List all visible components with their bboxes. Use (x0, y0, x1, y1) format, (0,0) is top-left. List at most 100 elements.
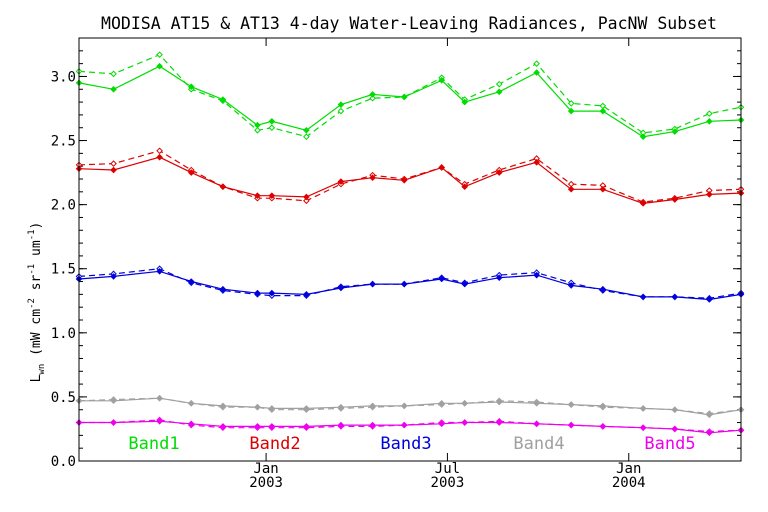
chart-title: MODISA AT15 & AT13 4-day Water-Leaving R… (101, 14, 717, 33)
band3-at15-point (671, 293, 679, 301)
band1-at15-point (337, 101, 345, 108)
legend-label-band3: Band3 (380, 434, 431, 454)
y-tick-label: 2.0 (51, 198, 76, 214)
legend-label-band1: Band1 (128, 434, 179, 454)
y-tick-label: 0.0 (51, 454, 76, 470)
band1-at15-line (78, 65, 742, 138)
band1-at15-point (567, 107, 575, 115)
band5-at15-point (110, 419, 117, 426)
band1-at15-point (254, 121, 261, 129)
y-tick-label: 1.5 (51, 262, 76, 278)
band2-at15-point (268, 192, 276, 199)
band4-at15-point (400, 402, 408, 410)
band1-at15-point (268, 118, 276, 125)
band5-at13-line (79, 419, 742, 433)
y-axis-label-subscript: wn (37, 364, 47, 375)
band5-at15-point (706, 429, 713, 437)
x-tick-label-year: 2003 (431, 475, 465, 491)
band5-at15-point (533, 420, 540, 428)
x-tick-label-month: Jul (435, 461, 460, 477)
band4-at15-point (461, 400, 468, 407)
band3-at15-point (303, 291, 310, 298)
band1-at13-point (268, 124, 276, 132)
band5-at15-point (156, 417, 163, 425)
y-axis-label-um: um (29, 240, 44, 264)
band1-at13-point (156, 51, 163, 58)
band1-at15-point (533, 69, 540, 76)
band4-at15-point (254, 403, 261, 411)
band2-at15-point (461, 183, 468, 190)
band4-at15-point (639, 405, 647, 412)
y-tick-label: 0.5 (51, 390, 76, 406)
band3-at15-point (337, 284, 345, 292)
band1-at15-point (639, 133, 647, 141)
band5-at15-point (461, 419, 468, 426)
band3-at15-point (187, 278, 195, 285)
band1-at13-line (78, 53, 742, 138)
band1-at13-point (254, 126, 261, 134)
band3-at15-point (156, 267, 163, 275)
band3-at15-point (461, 280, 468, 288)
plot-frame (78, 37, 742, 462)
band1-at15-point (706, 118, 713, 125)
band1-at13-point (567, 100, 575, 107)
band4-at15-point (268, 405, 276, 412)
band4-at15-point (567, 401, 575, 408)
x-tick-label-year: 2004 (612, 475, 646, 491)
legend-label-band5: Band5 (644, 434, 695, 454)
band1-at15-point (495, 88, 503, 96)
band1-at15-point (438, 76, 445, 84)
band2-at15-point (438, 164, 445, 171)
legend-label-band2: Band2 (249, 434, 300, 454)
band5-at15-point (671, 425, 679, 433)
band5-at15-point (639, 424, 647, 431)
band5-at15-point (219, 423, 227, 430)
band1-at15-point (110, 85, 117, 93)
x-tick-label-month: Jan (253, 461, 278, 477)
band4-at15-point (369, 402, 376, 410)
band4-at15-point (671, 406, 679, 414)
band2-at15-point (219, 183, 227, 190)
band1-at15-point (400, 93, 408, 101)
band4-at15-point (110, 397, 117, 405)
band3-at15-point (219, 285, 227, 293)
band3-at15-point (254, 289, 261, 297)
band1-at15-point (187, 83, 195, 91)
band5-at15-point (303, 423, 310, 430)
band1-at15-point (671, 128, 679, 135)
band4-at15-point (337, 403, 345, 411)
band5-at15-point (438, 420, 445, 428)
band5-at15-point (400, 421, 408, 429)
band1-at13-point (337, 107, 345, 115)
band1-at15-point (156, 62, 163, 70)
band3-at15-point (110, 273, 117, 280)
band2-at15-line (78, 156, 742, 205)
y-axis-label-symbol: L (29, 374, 44, 382)
y-axis-label: Lwn (mW cm-2 sr-1 um-1) (27, 222, 47, 383)
band1-at13-point (110, 70, 117, 78)
band3-at15-point (533, 271, 540, 279)
band5-at15-point (567, 421, 575, 429)
band2-at13-point (303, 197, 310, 205)
band1-at13-point (303, 133, 310, 141)
band2-at15-point (369, 174, 376, 182)
y-tick-label: 2.5 (51, 134, 76, 150)
band2-at15-point (706, 191, 713, 198)
band1-at13-point (533, 60, 540, 67)
y-axis-label-exp1: -2 (27, 298, 37, 309)
band4-at15-point (219, 402, 227, 410)
band2-at15-point (533, 159, 540, 166)
band1-at15-point (303, 126, 310, 134)
band1-at15-point (599, 107, 607, 115)
legend-label-band4: Band4 (513, 434, 564, 454)
x-tick-label-year: 2003 (249, 475, 283, 491)
band2-at15-point (495, 169, 503, 176)
band4-at15-point (438, 400, 445, 407)
band2-at13-point (110, 160, 117, 167)
band4-at15-point (303, 405, 310, 412)
svg-text:Lwn (mW cm-2 sr-1 um-1): Lwn (mW cm-2 sr-1 um-1) (27, 222, 47, 383)
band4-at15-point (706, 411, 713, 419)
band1-at13-point (495, 80, 503, 88)
band5-at15-point (337, 421, 345, 429)
